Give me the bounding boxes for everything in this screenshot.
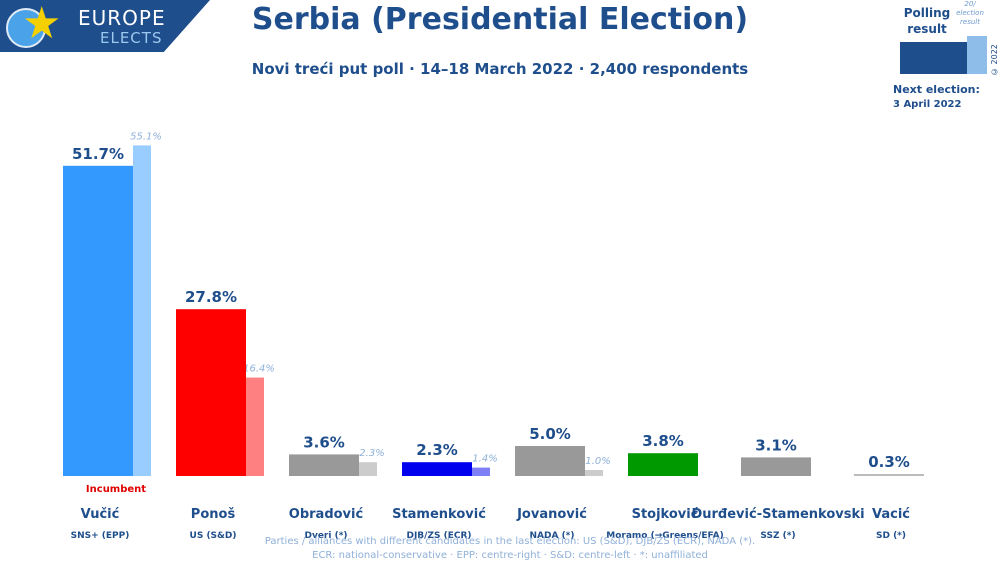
bar <box>289 454 359 476</box>
bar-value-label: 3.1% <box>755 436 797 454</box>
party-label: SNS+ (EPP) <box>71 531 130 541</box>
bar-value-label: 3.8% <box>642 432 684 450</box>
previous-bar <box>133 145 151 476</box>
previous-value-label: 1.0% <box>585 456 610 467</box>
bar-value-label: 2.3% <box>416 441 458 459</box>
party-label: US (S&D) <box>190 531 237 541</box>
logo-text-elects: ELECTS <box>100 29 163 47</box>
candidate-label: Obradović <box>289 507 364 522</box>
bar-value-label: 5.0% <box>529 425 571 443</box>
party-label: SD (*) <box>876 531 906 541</box>
footnote-alliances: Parties / alliances with different candi… <box>264 536 756 547</box>
bar <box>741 457 811 476</box>
legend-previous-label: 20/ election result <box>956 0 984 26</box>
candidate-label: Stojković <box>632 507 699 522</box>
bar <box>854 474 924 476</box>
candidate-label: Vacić <box>872 507 910 522</box>
candidate-label: Ponoš <box>191 507 236 522</box>
globe-icon <box>6 8 46 48</box>
bar-value-label: 51.7% <box>72 145 124 163</box>
previous-value-label: 16.4% <box>243 364 275 375</box>
legend-polling-swatch <box>900 42 967 74</box>
legend-previous-swatch <box>967 36 987 74</box>
chart-title: Serbia (Presidential Election) <box>251 2 749 37</box>
chart-subtitle: Novi treći put poll · 14–18 March 2022 ·… <box>251 60 749 78</box>
previous-value-label: 1.4% <box>472 454 497 465</box>
bar <box>402 462 472 476</box>
bar <box>176 309 246 476</box>
previous-bar <box>246 377 264 476</box>
next-election-date: 3 April 2022 <box>893 99 962 110</box>
footnote-legend: ECR: national-conservative · EPP: centre… <box>312 550 708 561</box>
party-label: NADA (*) <box>530 531 575 541</box>
candidate-label: Vučić <box>81 507 120 522</box>
party-label: Moramo (→Greens/EFA) <box>606 531 723 541</box>
candidate-label: Stamenković <box>392 507 486 522</box>
party-label: Dveri (*) <box>304 531 347 541</box>
previous-value-label: 55.1% <box>130 131 162 142</box>
bar-value-label: 3.6% <box>303 433 345 451</box>
previous-bar <box>585 470 603 476</box>
next-election-label: Next election: <box>893 83 980 96</box>
europe-elects-logo: ★ EUROPE ELECTS <box>0 0 210 52</box>
previous-bar <box>359 462 377 476</box>
legend-polling-label: Polling result <box>903 6 951 36</box>
bar <box>628 453 698 476</box>
candidate-label: Jovanović <box>516 507 587 522</box>
bar-value-label: 0.3% <box>868 453 910 471</box>
incumbent-annotation: Incumbent <box>86 484 146 495</box>
party-label: SSZ (*) <box>760 531 795 541</box>
previous-value-label: 2.3% <box>359 448 384 459</box>
previous-bar <box>472 467 490 476</box>
logo-text-europe: EUROPE <box>78 6 166 30</box>
bar <box>515 446 585 476</box>
party-label: DJB/ZS (ECR) <box>406 531 471 541</box>
bar-value-label: 27.8% <box>185 288 237 306</box>
bar <box>63 165 133 477</box>
candidate-label: Đurđević-Stamenkovski <box>691 507 864 522</box>
star-icon: ★ <box>22 0 62 49</box>
